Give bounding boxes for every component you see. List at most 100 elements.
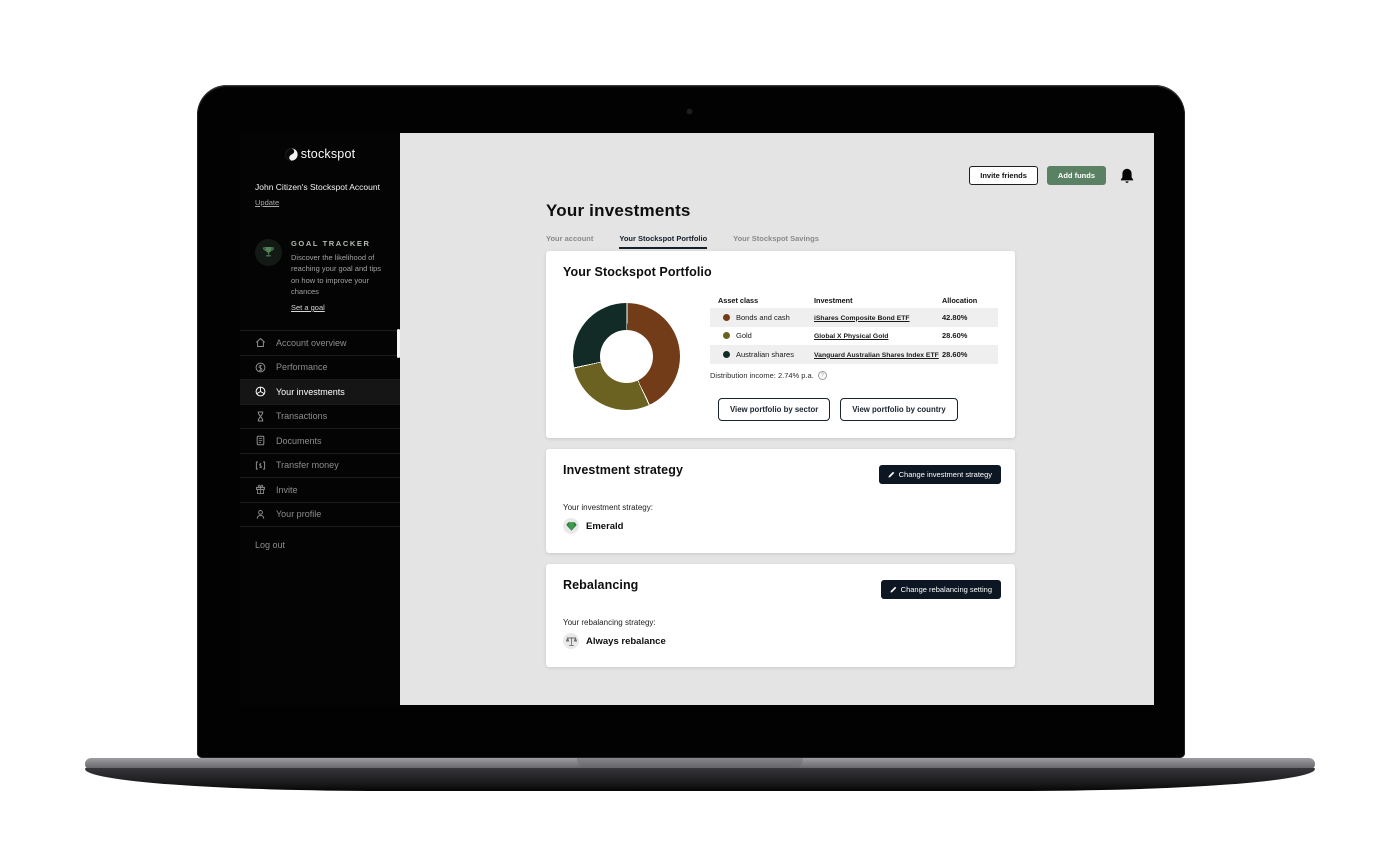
rebalancing-label: Your rebalancing strategy:: [563, 618, 656, 627]
home-icon: [255, 338, 266, 348]
portfolio-card-title: Your Stockspot Portfolio: [563, 265, 712, 279]
pie-chart-icon: [255, 386, 266, 397]
distribution-income: Distribution income: 2.74% p.a. ?: [710, 371, 827, 380]
webcam-dot: [687, 109, 692, 114]
laptop-lid-notch: [577, 758, 803, 769]
portfolio-view-buttons: View portfolio by sector View portfolio …: [718, 398, 958, 421]
hourglass-icon: [257, 411, 264, 422]
view-portfolio-by-sector-button[interactable]: View portfolio by sector: [718, 398, 831, 421]
change-rebalancing-setting-label: Change rebalancing setting: [900, 585, 992, 594]
sidebar-item-your-profile[interactable]: Your profile: [240, 503, 400, 527]
add-funds-button[interactable]: Add funds: [1046, 166, 1106, 185]
header-actions: Invite friends Add funds: [969, 166, 1134, 185]
sidebar-item-label: Transfer money: [276, 460, 339, 471]
column-header-investment: Investment: [814, 296, 853, 305]
invite-friends-button[interactable]: Invite friends: [969, 166, 1038, 185]
page-title: Your investments: [546, 201, 691, 220]
investment-strategy-label: Your investment strategy:: [563, 503, 653, 512]
sidebar-item-label: Transactions: [276, 411, 328, 422]
sidebar-item-your-investments[interactable]: Your investments: [240, 380, 400, 405]
asset-class-label: Gold: [736, 331, 752, 341]
investment-strategy-value-row: Emerald: [563, 518, 624, 534]
logout-link[interactable]: Log out: [255, 540, 286, 550]
allocation-value: 28.60%: [942, 349, 968, 359]
document-icon: [256, 435, 265, 446]
goal-tracker-text: GOAL TRACKER Discover the likelihood of …: [291, 239, 385, 315]
sidebar-item-label: Your investments: [276, 386, 345, 397]
sidebar-item-account-overview[interactable]: Account overview: [240, 331, 400, 356]
view-portfolio-by-country-button[interactable]: View portfolio by country: [840, 398, 958, 421]
table-header-row: Asset class Investment Allocation: [710, 293, 998, 308]
trophy-icon: [255, 239, 282, 266]
table-row: Bonds and cash iShares Composite Bond ET…: [710, 308, 998, 327]
allocation-value: 28.60%: [942, 331, 968, 341]
tab-bar: Your account Your Stockspot Portfolio Yo…: [546, 234, 819, 249]
person-icon: [256, 509, 265, 519]
investment-strategy-value: Emerald: [586, 520, 624, 532]
allocation-table: Asset class Investment Allocation Bonds …: [710, 293, 998, 364]
scales-icon: [563, 633, 579, 649]
investment-link[interactable]: Vanguard Australian Shares Index ETF: [814, 351, 939, 359]
goal-tracker-title: GOAL TRACKER: [291, 239, 371, 248]
laptop-screen-bezel: stockspot John Citizen's Stockspot Accou…: [197, 85, 1185, 758]
stockspot-logo-icon: [285, 147, 298, 161]
column-header-asset-class: Asset class: [718, 296, 759, 305]
info-icon[interactable]: ?: [817, 371, 827, 380]
table-row: Australian shares Vanguard Australian Sh…: [710, 345, 998, 364]
asset-class-label: Bonds and cash: [736, 312, 790, 322]
donut-hole: [600, 330, 653, 383]
sidebar-item-label: Documents: [276, 435, 322, 446]
sidebar-item-invite[interactable]: Invite: [240, 478, 400, 503]
asset-color-dot: [723, 313, 730, 321]
change-investment-strategy-label: Change investment strategy: [898, 470, 992, 479]
tab-your-stockspot-portfolio[interactable]: Your Stockspot Portfolio: [619, 234, 708, 249]
investment-link[interactable]: Global X Physical Gold: [814, 333, 889, 341]
column-header-allocation: Allocation: [942, 296, 978, 305]
asset-color-dot: [723, 332, 730, 340]
set-a-goal-link[interactable]: Set a goal: [291, 303, 325, 312]
sidebar-item-label: Account overview: [276, 337, 347, 348]
rebalancing-value-row: Always rebalance: [563, 633, 666, 649]
dollar-brackets-icon: [255, 461, 266, 470]
sidebar-item-performance[interactable]: Performance: [240, 356, 400, 380]
brand-logo-text: stockspot: [300, 147, 356, 161]
tab-your-stockspot-savings[interactable]: Your Stockspot Savings: [733, 234, 819, 243]
rebalancing-value: Always rebalance: [586, 635, 666, 647]
table-row: Gold Global X Physical Gold 28.60%: [710, 327, 998, 346]
change-rebalancing-setting-button[interactable]: Change rebalancing setting: [880, 580, 1001, 599]
change-investment-strategy-button[interactable]: Change investment strategy: [878, 465, 1001, 484]
sidebar-item-documents[interactable]: Documents: [240, 429, 400, 454]
gift-icon: [256, 485, 265, 495]
notifications-bell-icon[interactable]: [1120, 168, 1134, 184]
portfolio-card: Your Stockspot Portfolio Asset class Inv…: [546, 251, 1015, 438]
sidebar-scrollbar[interactable]: [397, 329, 400, 358]
asset-color-dot: [723, 350, 730, 358]
sidebar-item-label: Performance: [276, 362, 328, 373]
brand-logo: stockspot: [240, 147, 400, 161]
goal-tracker: GOAL TRACKER Discover the likelihood of …: [255, 239, 385, 315]
asset-class-label: Australian shares: [736, 349, 794, 359]
laptop-base: [85, 768, 1315, 791]
investment-link[interactable]: iShares Composite Bond ETF: [814, 314, 910, 322]
sidebar-item-label: Invite: [276, 484, 298, 495]
sidebar: stockspot John Citizen's Stockspot Accou…: [240, 133, 400, 705]
sidebar-nav: Account overview Performance: [240, 330, 400, 527]
goal-tracker-description: Discover the likelihood of reaching your…: [291, 253, 382, 296]
rebalancing-card: Rebalancing Change rebalancing setting Y…: [546, 564, 1015, 667]
investment-strategy-title: Investment strategy: [563, 463, 683, 477]
rebalancing-title: Rebalancing: [563, 578, 639, 592]
distribution-income-text: Distribution income: 2.74% p.a.: [710, 371, 814, 380]
emerald-icon: [563, 518, 579, 534]
account-block: John Citizen's Stockspot Account Update: [255, 182, 385, 210]
tab-your-account[interactable]: Your account: [546, 234, 594, 243]
pencil-icon: [888, 471, 894, 478]
allocation-value: 42.80%: [942, 312, 968, 322]
investment-strategy-card: Investment strategy Change investment st…: [546, 449, 1015, 553]
sidebar-item-transfer-money[interactable]: Transfer money: [240, 454, 400, 478]
pencil-icon: [890, 586, 896, 593]
sidebar-item-transactions[interactable]: Transactions: [240, 405, 400, 429]
update-link[interactable]: Update: [255, 198, 280, 207]
dollar-circle-icon: [255, 362, 266, 373]
sidebar-item-label: Your profile: [276, 509, 322, 520]
